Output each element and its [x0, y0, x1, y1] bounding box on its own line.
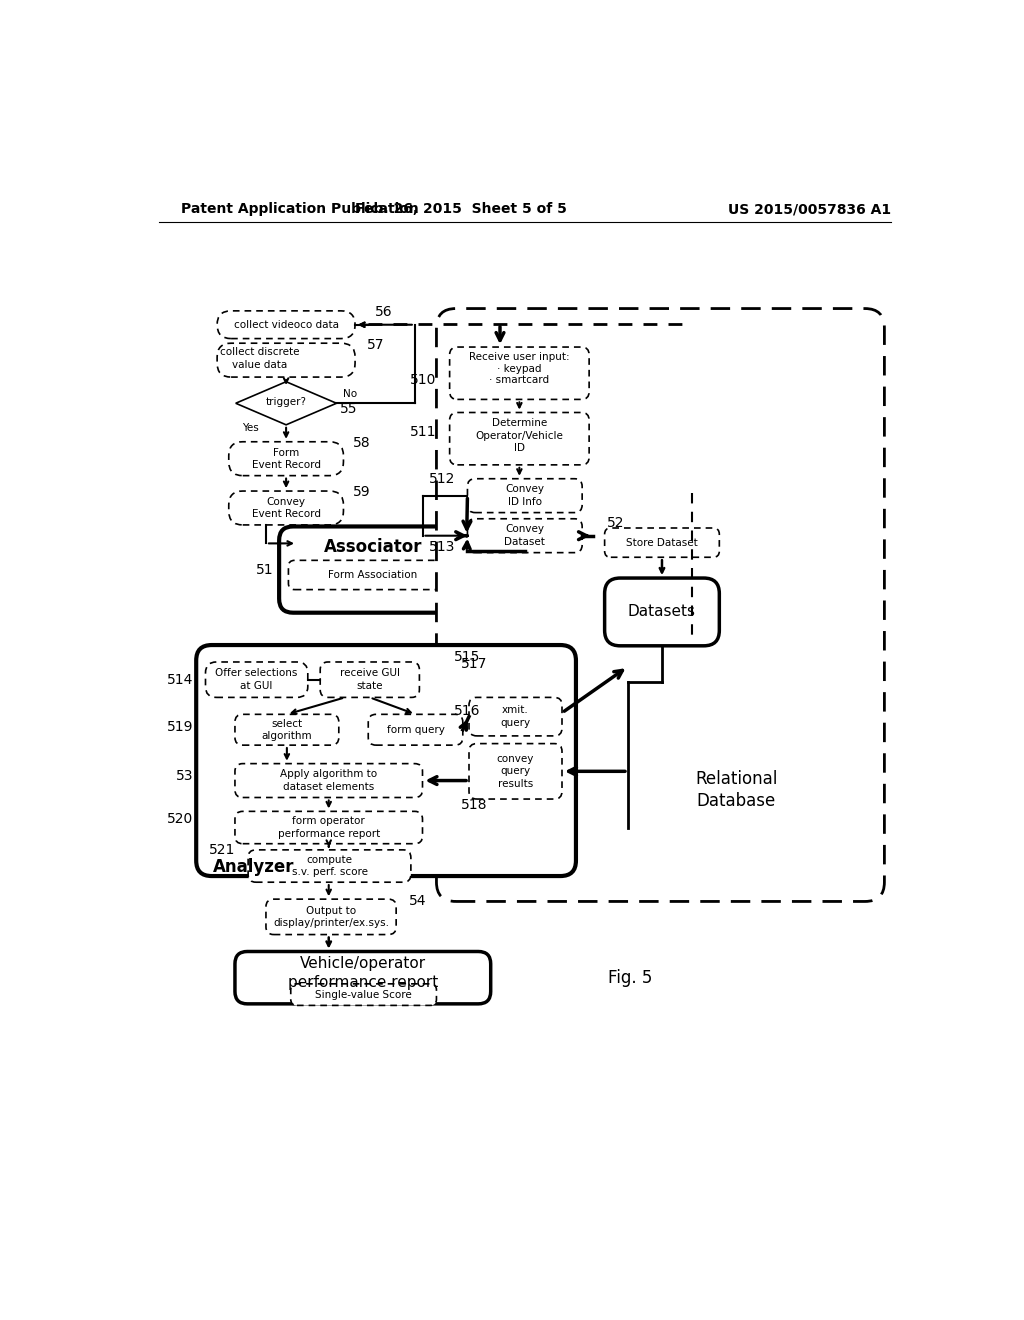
- Text: Offer selections
at GUI: Offer selections at GUI: [215, 668, 298, 690]
- FancyBboxPatch shape: [469, 743, 562, 799]
- Text: xmit.
query: xmit. query: [501, 705, 530, 727]
- Text: 520: 520: [167, 812, 194, 826]
- Text: Yes: Yes: [242, 422, 259, 433]
- Text: 510: 510: [410, 374, 436, 387]
- Text: Associator: Associator: [324, 539, 422, 556]
- FancyBboxPatch shape: [584, 490, 880, 898]
- Text: 518: 518: [461, 799, 487, 812]
- Text: 53: 53: [175, 770, 194, 783]
- FancyBboxPatch shape: [369, 714, 463, 744]
- Text: Convey
Dataset: Convey Dataset: [505, 524, 545, 546]
- Text: collect videoco data: collect videoco data: [233, 319, 339, 330]
- Text: Output to
display/printer/ex.sys.: Output to display/printer/ex.sys.: [273, 906, 389, 928]
- Text: Relational
Database: Relational Database: [695, 770, 777, 810]
- Text: · smartcard: · smartcard: [489, 375, 550, 385]
- Text: 519: 519: [167, 719, 194, 734]
- Polygon shape: [236, 381, 337, 425]
- Text: Form
Event Record: Form Event Record: [252, 447, 321, 470]
- FancyBboxPatch shape: [266, 899, 396, 935]
- Text: Convey
Event Record: Convey Event Record: [252, 496, 321, 519]
- Text: Determine
Operator/Vehicle
ID: Determine Operator/Vehicle ID: [475, 418, 563, 453]
- Text: collect discrete
value data: collect discrete value data: [220, 347, 299, 370]
- FancyBboxPatch shape: [604, 528, 719, 557]
- Text: 516: 516: [454, 705, 480, 718]
- Text: Analyzer: Analyzer: [213, 858, 295, 875]
- Text: 513: 513: [429, 540, 455, 554]
- Text: 57: 57: [367, 338, 384, 351]
- Text: No: No: [343, 389, 357, 399]
- FancyBboxPatch shape: [321, 663, 420, 697]
- Text: 59: 59: [352, 484, 371, 499]
- FancyBboxPatch shape: [228, 491, 343, 525]
- FancyBboxPatch shape: [280, 527, 467, 612]
- Text: 55: 55: [340, 403, 357, 416]
- FancyBboxPatch shape: [469, 697, 562, 737]
- FancyBboxPatch shape: [217, 312, 355, 339]
- Text: US 2015/0057836 A1: US 2015/0057836 A1: [728, 202, 892, 216]
- Text: Apply algorithm to
dataset elements: Apply algorithm to dataset elements: [281, 770, 377, 792]
- FancyBboxPatch shape: [450, 347, 589, 400]
- Text: Single-value Score: Single-value Score: [315, 990, 412, 999]
- Text: Feb. 26, 2015  Sheet 5 of 5: Feb. 26, 2015 Sheet 5 of 5: [355, 202, 567, 216]
- Text: 58: 58: [352, 436, 371, 450]
- Text: 511: 511: [410, 425, 436, 438]
- Text: 52: 52: [607, 516, 625, 531]
- FancyBboxPatch shape: [467, 519, 583, 553]
- FancyBboxPatch shape: [467, 479, 583, 512]
- FancyBboxPatch shape: [248, 850, 411, 882]
- FancyBboxPatch shape: [450, 412, 589, 465]
- FancyBboxPatch shape: [234, 763, 423, 797]
- Text: 56: 56: [375, 305, 392, 319]
- FancyBboxPatch shape: [197, 645, 575, 876]
- Text: 51: 51: [256, 564, 273, 577]
- FancyBboxPatch shape: [436, 309, 885, 902]
- Text: form query: form query: [387, 725, 444, 735]
- Text: convey
query
results: convey query results: [497, 754, 535, 789]
- Text: Fig. 5: Fig. 5: [608, 969, 653, 987]
- Text: 517: 517: [461, 656, 487, 671]
- Text: compute
s.v. perf. score: compute s.v. perf. score: [292, 855, 368, 878]
- Text: Convey
ID Info: Convey ID Info: [505, 484, 545, 507]
- FancyBboxPatch shape: [234, 952, 490, 1003]
- FancyBboxPatch shape: [206, 663, 308, 697]
- FancyBboxPatch shape: [228, 442, 343, 475]
- Text: trigger?: trigger?: [265, 397, 306, 407]
- Text: form operator
performance report: form operator performance report: [278, 816, 380, 838]
- Text: select
algorithm: select algorithm: [261, 718, 312, 741]
- Text: Store Dataset: Store Dataset: [626, 537, 697, 548]
- Text: 54: 54: [409, 894, 426, 908]
- Text: 515: 515: [454, 651, 480, 664]
- Text: 512: 512: [429, 471, 455, 486]
- Text: 514: 514: [167, 673, 194, 686]
- Text: Vehicle/operator
performance report: Vehicle/operator performance report: [288, 956, 438, 990]
- FancyBboxPatch shape: [289, 561, 458, 590]
- Text: receive GUI
state: receive GUI state: [340, 668, 399, 690]
- FancyBboxPatch shape: [291, 983, 436, 1006]
- Text: 521: 521: [209, 843, 234, 857]
- FancyBboxPatch shape: [234, 812, 423, 843]
- Text: Patent Application Publication: Patent Application Publication: [180, 202, 419, 216]
- Text: Receive user input:: Receive user input:: [469, 352, 569, 362]
- FancyBboxPatch shape: [217, 343, 355, 378]
- Text: · keypad: · keypad: [497, 363, 542, 374]
- FancyBboxPatch shape: [604, 578, 719, 645]
- Text: Datasets: Datasets: [628, 605, 696, 619]
- Text: Form Association: Form Association: [329, 570, 418, 579]
- FancyBboxPatch shape: [234, 714, 339, 744]
